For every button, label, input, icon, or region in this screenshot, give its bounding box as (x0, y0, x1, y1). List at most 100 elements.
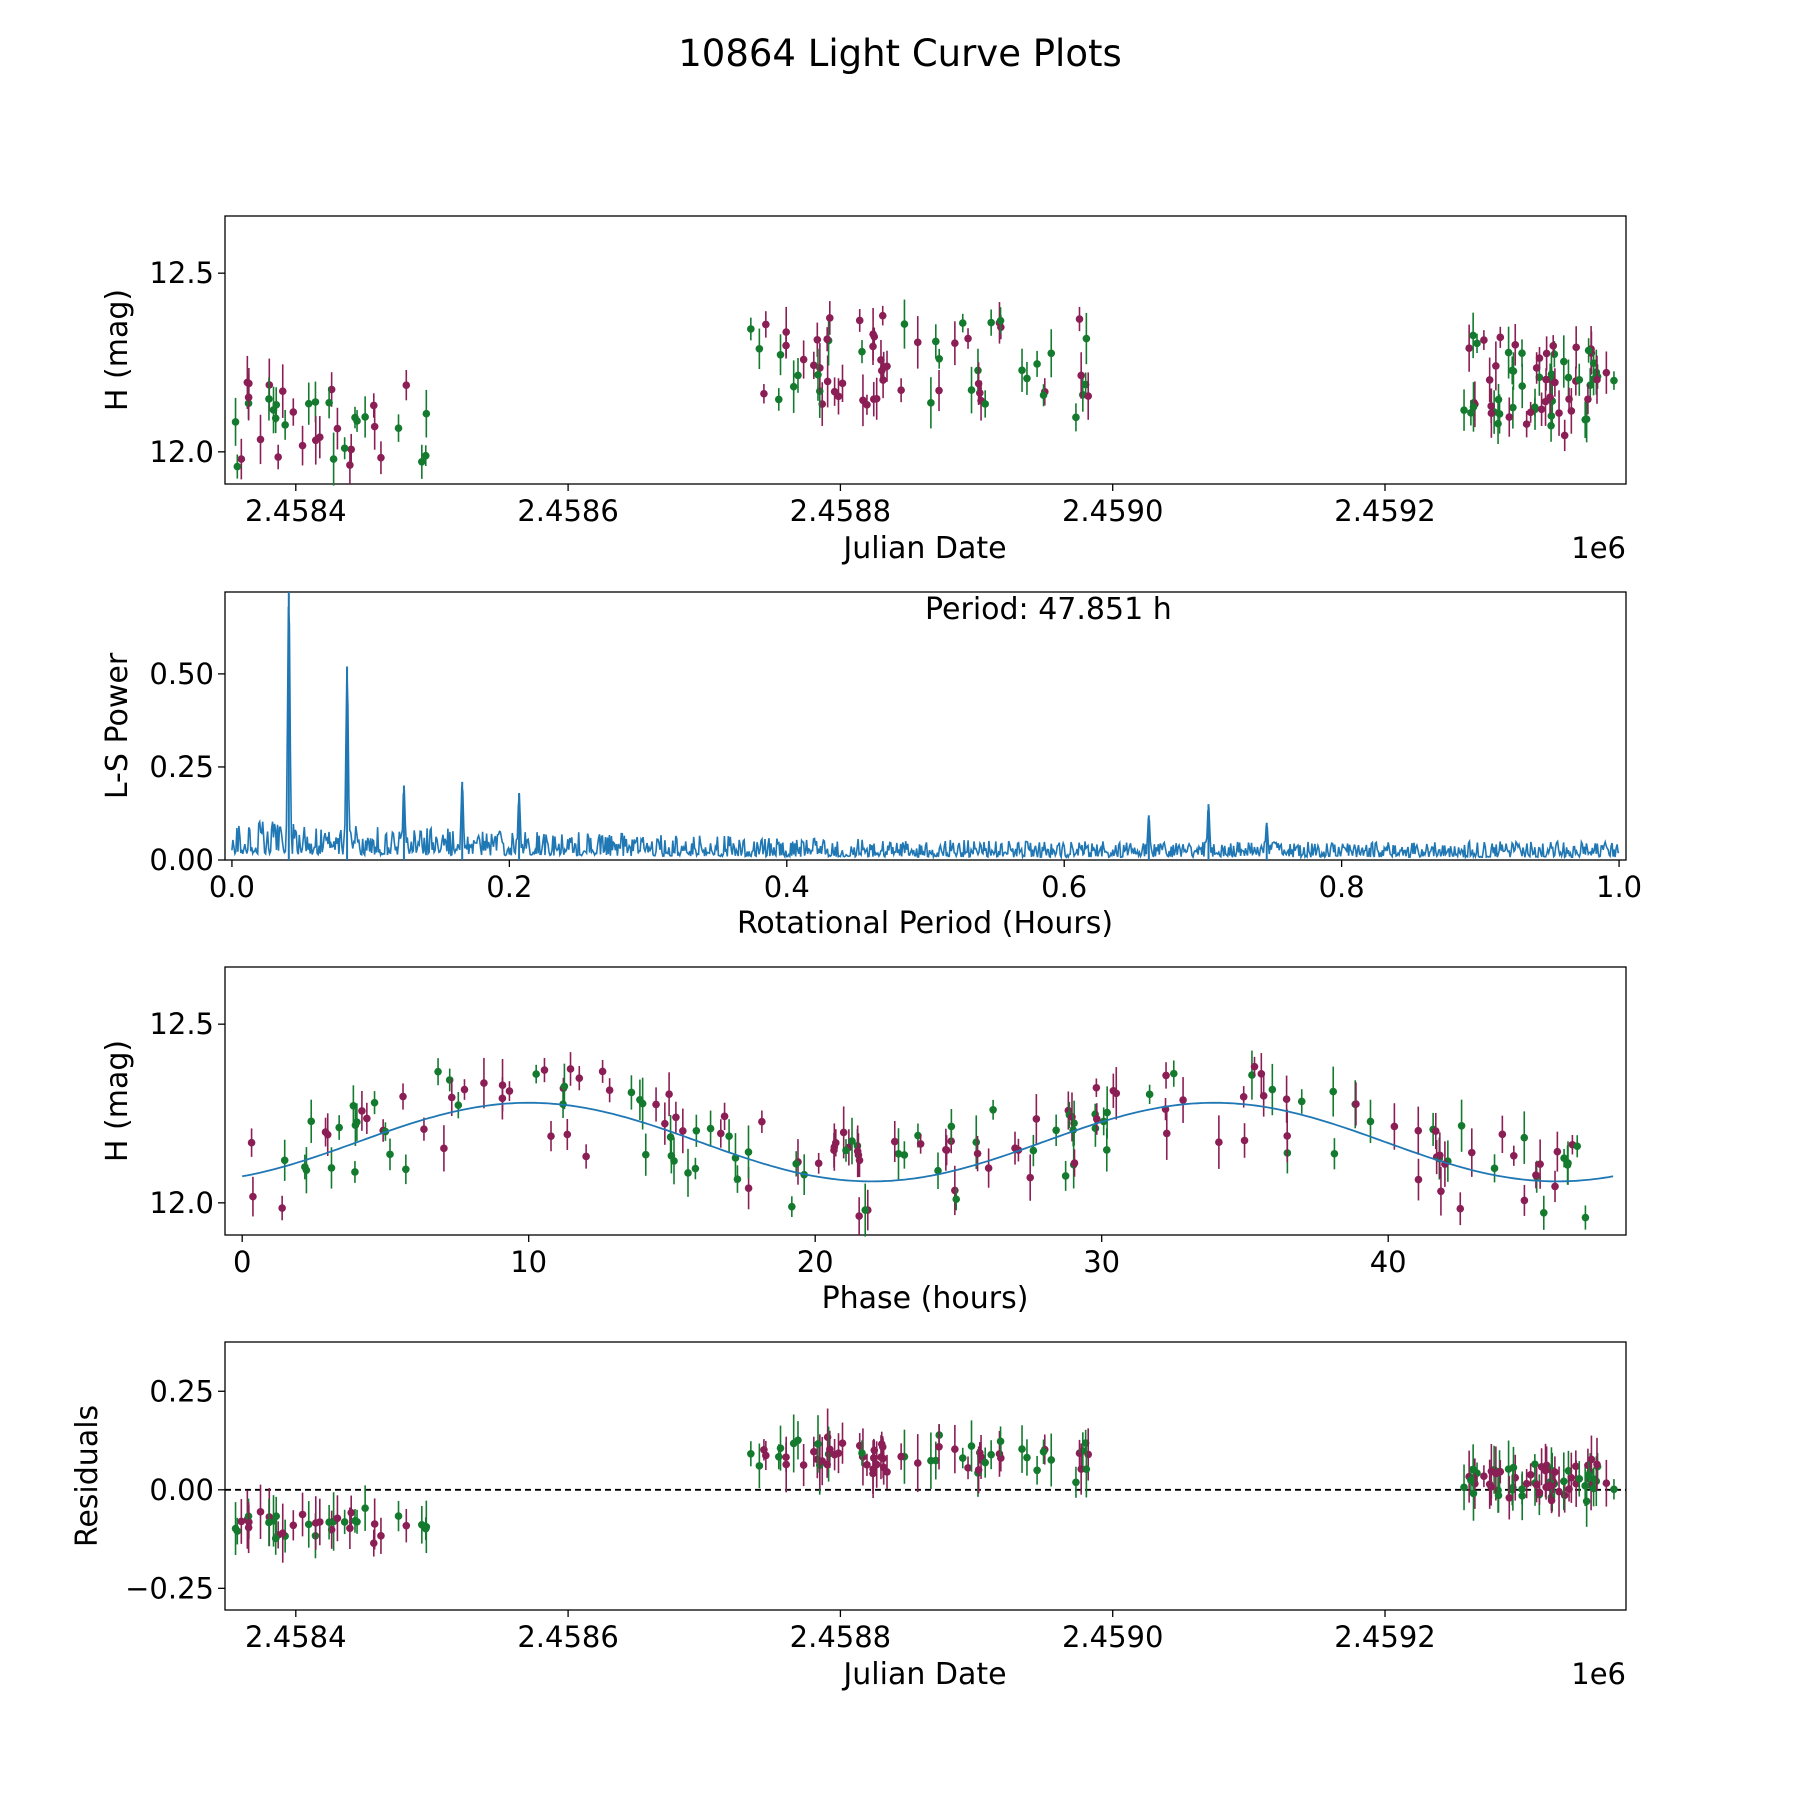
phased-point (1070, 1149, 1079, 1177)
data-marker (1526, 408, 1535, 417)
phased-point (335, 1115, 343, 1140)
lightcurve-point (1589, 352, 1598, 374)
residual-point (1532, 1467, 1541, 1503)
phased-point (1437, 1167, 1445, 1216)
phased-point (672, 1101, 680, 1133)
data-marker (894, 1150, 903, 1158)
phased-point (951, 1165, 959, 1216)
lightcurve-point (1560, 419, 1569, 452)
data-marker (1075, 315, 1084, 323)
lightcurve-point (1511, 324, 1520, 366)
data-marker (1215, 1138, 1223, 1146)
lightcurve-point (1518, 363, 1527, 409)
phased-point (505, 1081, 514, 1101)
data-marker (666, 1133, 675, 1141)
lightcurve-point (863, 394, 871, 415)
residual-point (377, 1517, 385, 1554)
residual-point (974, 1446, 983, 1494)
data-marker (996, 316, 1005, 325)
residual-point (830, 1438, 839, 1471)
data-marker (1282, 1095, 1291, 1103)
data-marker (1553, 1147, 1562, 1156)
lightcurve-point (1593, 355, 1601, 404)
phased-point (280, 1139, 289, 1181)
residual-point (927, 1432, 935, 1489)
data-marker (505, 1087, 514, 1095)
data-marker (346, 461, 354, 469)
data-marker (679, 1127, 687, 1135)
data-marker (1494, 395, 1503, 404)
phased-point (302, 1147, 311, 1194)
data-marker (1509, 1463, 1518, 1472)
phased-point (1329, 1066, 1338, 1117)
residual-point (402, 1508, 411, 1543)
phased-point (321, 1117, 330, 1147)
data-marker (1587, 1455, 1596, 1464)
residual-point (755, 1443, 764, 1489)
data-marker (1052, 1126, 1060, 1135)
lightcurve-point (418, 444, 426, 479)
data-marker (361, 413, 369, 421)
data-marker (981, 400, 989, 408)
lightcurve-point (1023, 361, 1031, 395)
data-marker (369, 401, 378, 410)
lightcurve-point (1047, 329, 1056, 378)
residual-point (799, 1443, 808, 1487)
phased-point (370, 1091, 379, 1115)
data-marker (1535, 373, 1544, 382)
phased-point (855, 1197, 863, 1235)
phased-point (386, 1138, 394, 1171)
lightcurve-point (823, 355, 832, 408)
x-tick-label: 2.4588 (790, 494, 891, 528)
data-marker (1582, 415, 1591, 424)
residual-point (1505, 1476, 1514, 1520)
x-tick-label: 2.4590 (1062, 494, 1163, 528)
data-marker (298, 1510, 307, 1519)
phased-point (1169, 1060, 1178, 1087)
lightcurve-point (1460, 389, 1468, 431)
lightcurve-point (256, 414, 265, 465)
lightcurve-point (1560, 335, 1568, 388)
data-marker (692, 1126, 701, 1135)
lightcurve-point (897, 378, 905, 403)
data-marker (1297, 1097, 1306, 1106)
lightcurve-point (316, 416, 324, 459)
phased-point (717, 1119, 725, 1148)
data-marker (237, 455, 246, 463)
data-marker (861, 1206, 870, 1214)
residual-point (958, 1447, 967, 1469)
data-marker (900, 1151, 909, 1159)
data-marker (987, 1450, 995, 1459)
data-marker (563, 1130, 572, 1139)
phased-point (598, 1060, 607, 1083)
residual-point (298, 1492, 307, 1537)
residual-point (394, 1500, 403, 1532)
phased-point (853, 1125, 862, 1178)
data-marker (931, 337, 940, 346)
data-marker (984, 1164, 993, 1172)
data-marker (717, 1129, 725, 1138)
phased-point (249, 1176, 257, 1217)
phased-point (1490, 1154, 1499, 1183)
data-marker (1492, 362, 1500, 370)
data-marker (316, 1518, 324, 1526)
phased-point (1581, 1205, 1590, 1230)
phased-point (842, 1139, 850, 1162)
x-tick-label: 2.4586 (517, 494, 618, 528)
residual-point (1582, 1475, 1591, 1527)
x-tick-label: 2.4588 (790, 1620, 891, 1654)
data-marker (1082, 1465, 1091, 1473)
residual-point (369, 1529, 378, 1557)
phased-point (1092, 1103, 1101, 1135)
data-marker (333, 1514, 342, 1523)
lightcurve-point (830, 377, 839, 406)
residual-point (421, 1517, 430, 1541)
data-marker (244, 1523, 253, 1532)
data-marker (1584, 346, 1593, 355)
data-marker (1549, 342, 1558, 350)
x-tick-label: 2.4592 (1334, 1620, 1435, 1654)
residual-point (1494, 1478, 1503, 1513)
data-marker (1329, 1087, 1338, 1096)
phased-point (575, 1066, 584, 1091)
residual-point (964, 1456, 972, 1480)
